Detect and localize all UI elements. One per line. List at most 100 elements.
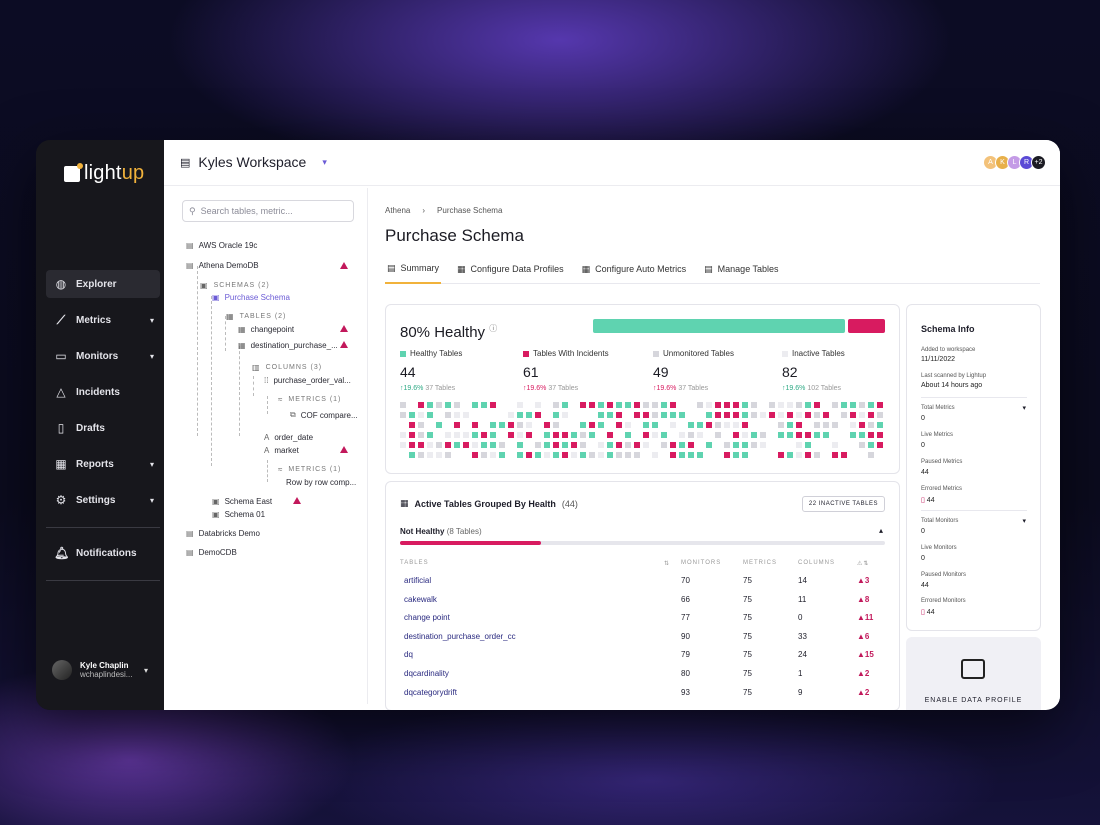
table-health-cell[interactable] <box>409 452 415 458</box>
table-health-cell[interactable] <box>805 442 811 448</box>
table-health-cell[interactable] <box>841 402 847 408</box>
table-health-cell[interactable] <box>445 452 451 458</box>
tree-search-input[interactable]: ⚲ Search tables, metric... <box>182 200 354 222</box>
nav-explorer[interactable]: ◍ Explorer <box>46 270 160 298</box>
table-health-cell[interactable] <box>724 402 730 408</box>
table-health-cell[interactable] <box>544 442 550 448</box>
table-health-cell[interactable] <box>778 412 784 418</box>
table-health-cell[interactable] <box>787 402 793 408</box>
table-health-cell[interactable] <box>616 412 622 418</box>
table-health-cell[interactable] <box>535 442 541 448</box>
table-health-cell[interactable] <box>850 422 856 428</box>
table-health-cell[interactable] <box>742 412 748 418</box>
table-health-cell[interactable] <box>796 422 802 428</box>
table-health-cell[interactable] <box>877 422 883 428</box>
table-health-cell[interactable] <box>454 412 460 418</box>
table-name[interactable]: change point <box>404 613 450 623</box>
nav-monitors[interactable]: ▭ Monitors ▾ <box>55 349 154 363</box>
table-health-cell[interactable] <box>679 432 685 438</box>
table-health-cell[interactable] <box>400 442 406 448</box>
table-health-cell[interactable] <box>796 412 802 418</box>
table-health-cell[interactable] <box>589 402 595 408</box>
table-health-cell[interactable] <box>553 412 559 418</box>
table-health-cell[interactable] <box>778 402 784 408</box>
table-health-cell[interactable] <box>859 402 865 408</box>
table-health-cell[interactable] <box>436 402 442 408</box>
table-health-cell[interactable] <box>742 402 748 408</box>
table-name[interactable]: dqcategorydrift <box>404 687 457 697</box>
table-health-cell[interactable] <box>751 412 757 418</box>
table-health-cell[interactable] <box>418 412 424 418</box>
nav-metrics[interactable]: ⟋ Metrics ▾ <box>46 306 160 334</box>
table-health-cell[interactable] <box>841 412 847 418</box>
table-health-cell[interactable] <box>877 442 883 448</box>
table-health-cell[interactable] <box>823 422 829 428</box>
table-health-cell[interactable] <box>526 412 532 418</box>
table-health-cell[interactable] <box>526 432 532 438</box>
table-health-cell[interactable] <box>868 422 874 428</box>
table-health-cell[interactable] <box>643 442 649 448</box>
tree-node-purchase-order-val[interactable]: ⁞⁞ purchase_order_val... <box>264 376 351 385</box>
table-health-cell[interactable] <box>535 412 541 418</box>
table-health-cell[interactable] <box>634 442 640 448</box>
table-health-cell[interactable] <box>517 402 523 408</box>
table-health-cell[interactable] <box>598 422 604 428</box>
table-health-cell[interactable] <box>706 422 712 428</box>
table-health-cell[interactable] <box>814 452 820 458</box>
table-health-cell[interactable] <box>787 422 793 428</box>
table-health-cell[interactable] <box>427 442 433 448</box>
table-health-cell[interactable] <box>598 412 604 418</box>
table-health-cell[interactable] <box>796 442 802 448</box>
table-health-cell[interactable] <box>652 402 658 408</box>
table-name[interactable]: destination_purchase_order_cc <box>404 631 516 641</box>
table-health-cell[interactable] <box>400 402 406 408</box>
user-menu[interactable]: Kyle Chaplin wchaplindesi... ▾ <box>52 660 148 680</box>
table-health-cell[interactable] <box>472 402 478 408</box>
table-health-cell[interactable] <box>652 452 658 458</box>
sort-icon[interactable]: ⇅ <box>664 561 671 567</box>
table-health-cell[interactable] <box>778 452 784 458</box>
tab-configure-auto-metrics[interactable]: ▦ Configure Auto Metrics <box>581 263 687 275</box>
table-name[interactable]: dqcardinality <box>404 669 449 678</box>
table-health-cell[interactable] <box>751 432 757 438</box>
col-header-monitors[interactable]: MONITORS <box>681 560 722 566</box>
table-health-cell[interactable] <box>850 402 856 408</box>
table-health-cell[interactable] <box>499 452 505 458</box>
table-health-cell[interactable] <box>427 452 433 458</box>
tab-configure-data-profiles[interactable]: ▦ Configure Data Profiles <box>457 263 564 275</box>
table-health-cell[interactable] <box>733 452 739 458</box>
table-health-cell[interactable] <box>733 432 739 438</box>
table-health-cell[interactable] <box>472 452 478 458</box>
table-name[interactable]: artificial <box>404 576 432 585</box>
table-health-cell[interactable] <box>670 452 676 458</box>
table-health-cell[interactable] <box>517 432 523 438</box>
table-health-cell[interactable] <box>868 442 874 448</box>
table-health-cell[interactable] <box>571 442 577 448</box>
table-health-cell[interactable] <box>427 402 433 408</box>
table-health-cell[interactable] <box>679 412 685 418</box>
table-health-cell[interactable] <box>625 432 631 438</box>
table-health-cell[interactable] <box>697 432 703 438</box>
tree-node-purchase-schema[interactable]: ▣ Purchase Schema <box>212 293 290 302</box>
table-health-cell[interactable] <box>688 442 694 448</box>
table-health-cell[interactable] <box>706 402 712 408</box>
table-health-cell[interactable] <box>490 442 496 448</box>
table-health-cell[interactable] <box>400 412 406 418</box>
table-health-cell[interactable] <box>418 452 424 458</box>
table-health-cell[interactable] <box>706 442 712 448</box>
table-health-cell[interactable] <box>868 432 874 438</box>
table-health-cell[interactable] <box>454 422 460 428</box>
table-health-cell[interactable] <box>463 432 469 438</box>
table-health-cell[interactable] <box>841 452 847 458</box>
table-health-cell[interactable] <box>661 432 667 438</box>
tree-node-destination[interactable]: ▦ destination_purchase_... <box>238 341 338 350</box>
table-health-cell[interactable] <box>481 402 487 408</box>
table-health-cell[interactable] <box>445 412 451 418</box>
table-health-cell[interactable] <box>859 422 865 428</box>
tree-group-schemas[interactable]: ▣ SCHEMAS (2) <box>200 281 270 290</box>
breadcrumb-purchase-schema[interactable]: Purchase Schema <box>437 206 503 215</box>
table-health-cell[interactable] <box>724 452 730 458</box>
table-health-cell[interactable] <box>733 422 739 428</box>
table-health-cell[interactable] <box>562 452 568 458</box>
